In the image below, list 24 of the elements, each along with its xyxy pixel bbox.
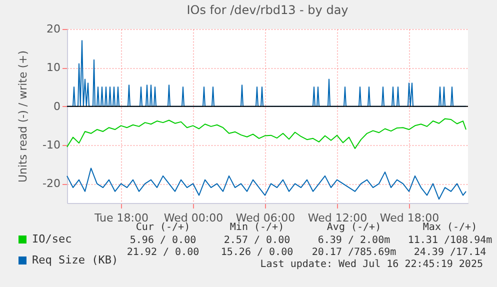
legend-label: Req Size (KB) — [32, 254, 118, 266]
text: Max (-/+) — [422, 222, 478, 233]
y-tick-label: 20 — [46, 22, 60, 36]
text: 2.57 / 0.00 — [224, 235, 290, 246]
chart-title: IOs for /dev/rbd13 - by day — [186, 3, 348, 17]
text: Cur (-/+) — [136, 222, 190, 233]
text: Avg (-/+) — [326, 222, 382, 233]
legend-label: IO/sec — [32, 232, 72, 246]
y-tick-label: 0 — [54, 100, 60, 113]
text: Last update: Wed Jul 16 22:45:19 2025 — [260, 259, 483, 270]
y-tick-label: 10 — [46, 61, 60, 74]
y-tick-label: -10 — [42, 138, 60, 152]
text: 11.31 /108.94m — [408, 235, 492, 246]
text: 24.39 /17.14 — [414, 247, 486, 258]
text: 20.17 /785.69m — [312, 247, 396, 258]
text: 5.96 / 0.00 — [130, 235, 196, 246]
text: 21.92 / 0.00 — [126, 247, 200, 258]
line-series — [66, 118, 466, 149]
text: 6.39 / 2.00m — [318, 235, 390, 246]
y-axis-title: Units read (-) / write (+) — [16, 50, 30, 183]
line-series — [66, 168, 466, 200]
text: 15.26 / 0.00 — [220, 247, 294, 258]
text: Min (-/+) — [230, 222, 284, 233]
y-tick-label: -20 — [42, 177, 60, 190]
